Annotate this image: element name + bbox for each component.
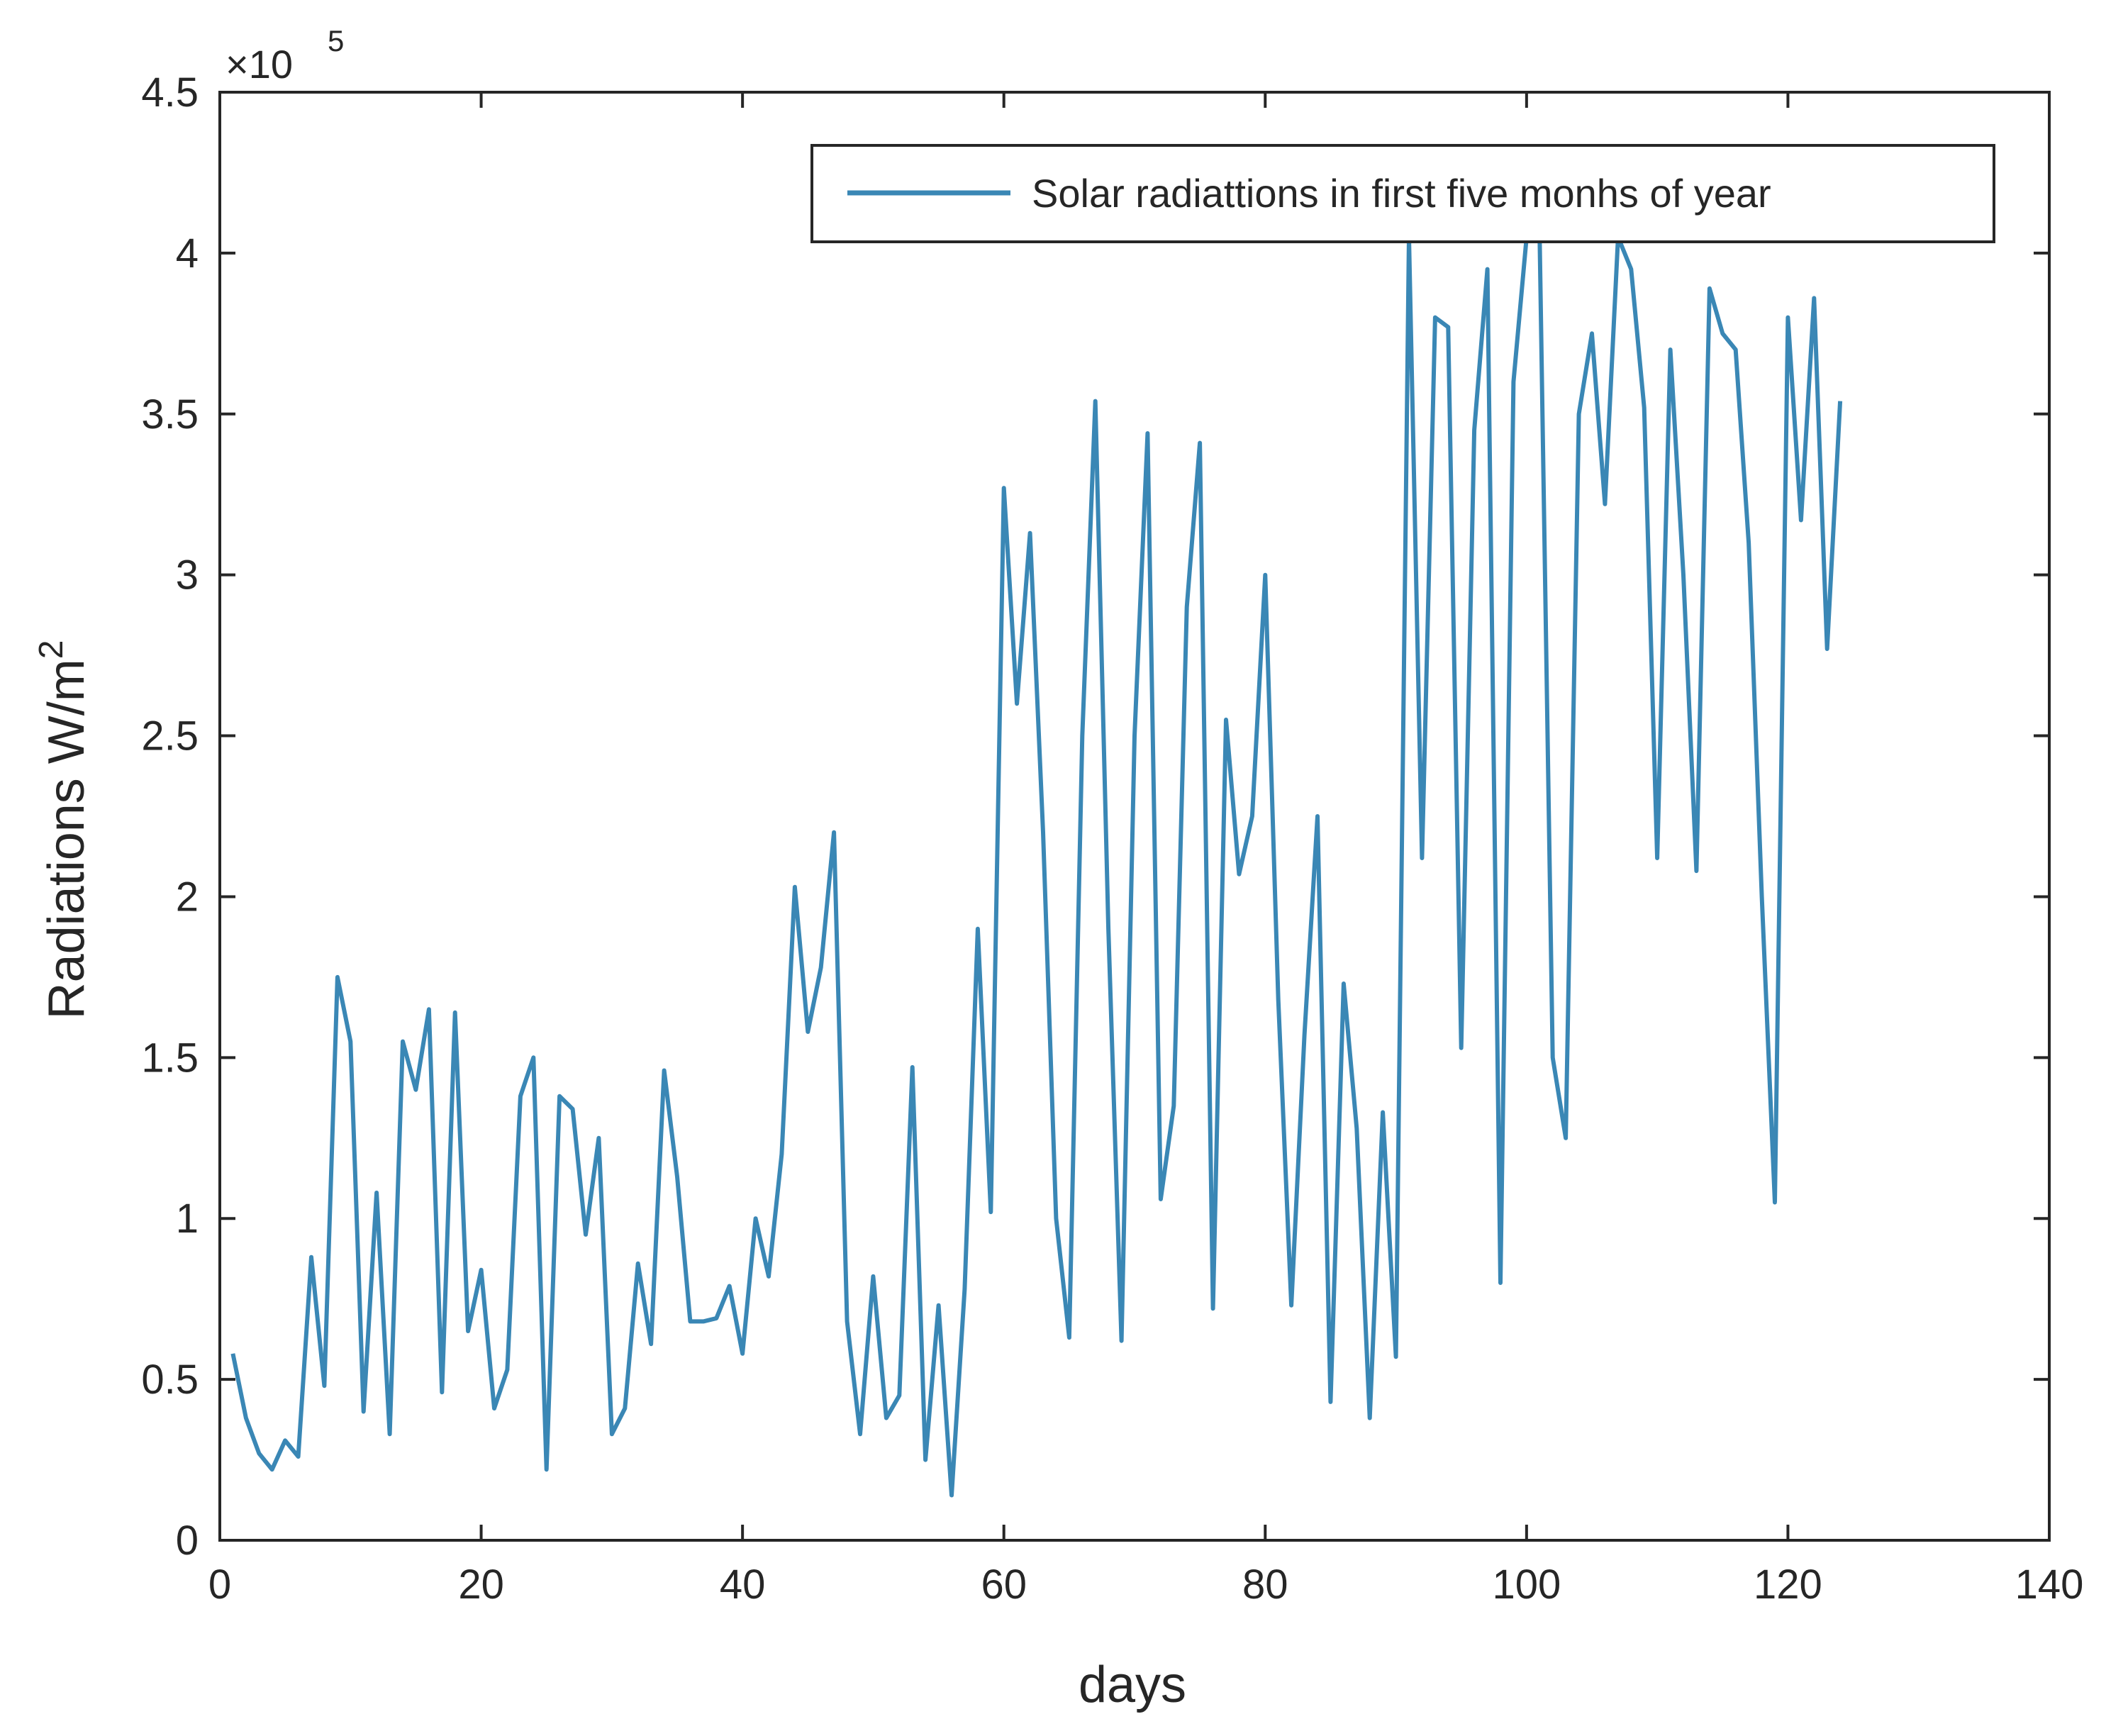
y-axis-title-group: Radiations W/m2 (33, 640, 95, 1020)
y-axis-title-text: Radiations W/m (38, 659, 95, 1019)
legend[interactable]: Solar radiattions in first five monhs of… (810, 144, 1995, 243)
y-tick-label: 4 (176, 230, 199, 277)
x-tick-label: 120 (1754, 1562, 1822, 1608)
y-axis-exponent-base: ×10 (225, 42, 293, 87)
y-tick-label: 1 (176, 1196, 199, 1242)
y-tick-label: 0.5 (141, 1357, 199, 1403)
tick-labels: 0 20 40 60 80 100 120 140 0 0.5 1 1.5 2 2.5 3 3.5 4 4.5 (141, 69, 2083, 1608)
y-tick-label: 2 (176, 874, 199, 920)
x-tick-label: 80 (1242, 1562, 1288, 1608)
series-line-solar-radiation (230, 235, 1843, 1498)
legend-label: Solar radiattions in first five monhs of… (1032, 171, 1771, 216)
x-tick-label: 100 (1492, 1562, 1561, 1608)
x-tick-label: 20 (458, 1562, 504, 1608)
y-tick-label: 2.5 (141, 713, 199, 760)
y-axis-exponent: ×10 5 (225, 24, 344, 87)
y-axis-title-superscript: 2 (33, 640, 70, 660)
plot-area: 0 20 40 60 80 100 120 140 0 0.5 1 1.5 2 2.5 3 3.5 4 4.5 (141, 69, 2083, 1608)
y-tick-label: 1.5 (141, 1035, 199, 1081)
y-tick-label: 3.5 (141, 391, 199, 438)
x-tick-label: 60 (981, 1562, 1027, 1608)
y-tick-label: 0 (176, 1518, 199, 1564)
tick-marks (218, 91, 2051, 1542)
x-axis-title: days (1079, 1657, 1186, 1713)
x-tick-label: 0 (208, 1562, 231, 1608)
axes-box (218, 91, 2051, 1542)
y-tick-label: 3 (176, 552, 199, 599)
x-tick-label: 40 (720, 1562, 766, 1608)
y-axis-title: Radiations W/m2 (33, 640, 95, 1020)
x-tick-label: 140 (2015, 1562, 2084, 1608)
y-tick-label: 4.5 (141, 69, 199, 116)
y-axis-exponent-power: 5 (328, 24, 344, 57)
